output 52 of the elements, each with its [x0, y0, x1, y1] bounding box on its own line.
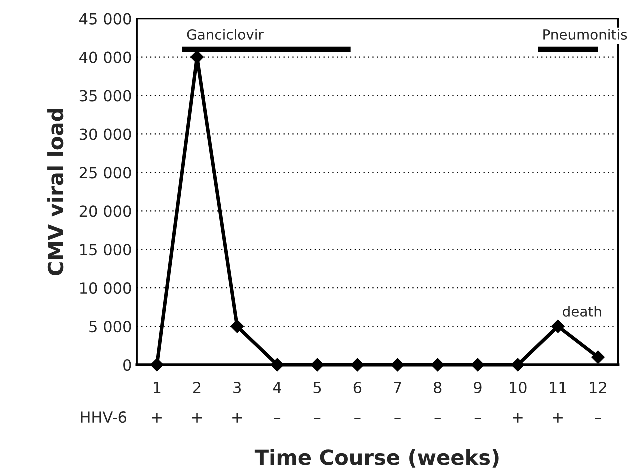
y-tick-label: 45 000: [80, 13, 132, 25]
text: +: [152, 413, 162, 423]
text: –: [595, 418, 602, 420]
text: –: [474, 418, 482, 420]
point: [511, 358, 525, 372]
annotation: Pneumonitis: [544, 29, 628, 40]
x-tick-label: 3: [234, 382, 242, 394]
y-tick-label: 5 000: [90, 321, 132, 333]
text: HHV-6: [81, 412, 127, 424]
y-axis-title: CMV viral load: [48, 109, 64, 276]
x-axis-title: Time Course (weeks): [254, 449, 499, 468]
x-tick-label: 10: [510, 382, 527, 394]
text: –: [434, 418, 441, 420]
text: –: [314, 418, 321, 420]
x-tick-label: 7: [394, 382, 402, 394]
text: +: [553, 413, 563, 423]
x-tick-label: 6: [354, 382, 362, 394]
annotation: death: [563, 306, 602, 317]
x-tick-label: 9: [474, 382, 482, 394]
x-tick-label: 11: [550, 382, 566, 394]
y-tick-label: 15 000: [80, 244, 132, 256]
point: [351, 358, 364, 372]
text: +: [232, 413, 242, 423]
point: [310, 358, 324, 372]
x-tick-label: 8: [434, 382, 442, 394]
point: [552, 320, 565, 334]
point: [230, 320, 244, 334]
y-tick-label: 30 000: [80, 128, 132, 140]
point: [431, 358, 444, 372]
point: [471, 358, 485, 372]
text: –: [274, 418, 281, 420]
point: [150, 358, 164, 372]
point: [190, 50, 204, 64]
y-tick-label: 20 000: [80, 206, 132, 218]
y-tick-label: 35 000: [80, 90, 132, 102]
y-tick-label: 10 000: [80, 282, 132, 294]
point: [391, 358, 404, 372]
x-tick-label: 4: [273, 382, 282, 394]
annotation: Ganciclovir: [187, 29, 264, 40]
y-tick-label: 0: [124, 359, 132, 372]
x-tick-label: 2: [194, 382, 201, 394]
point: [592, 350, 605, 364]
point: [270, 358, 284, 372]
x-tick-label: 5: [314, 382, 322, 394]
text: +: [513, 413, 523, 423]
y-tick-label: 40 000: [80, 52, 132, 64]
y-tick-label: 25 000: [80, 167, 132, 179]
text: –: [394, 418, 401, 420]
x-tick-label: 12: [590, 382, 606, 394]
text: –: [354, 418, 361, 420]
text: +: [192, 413, 202, 423]
x-tick-label: 1: [154, 382, 161, 394]
